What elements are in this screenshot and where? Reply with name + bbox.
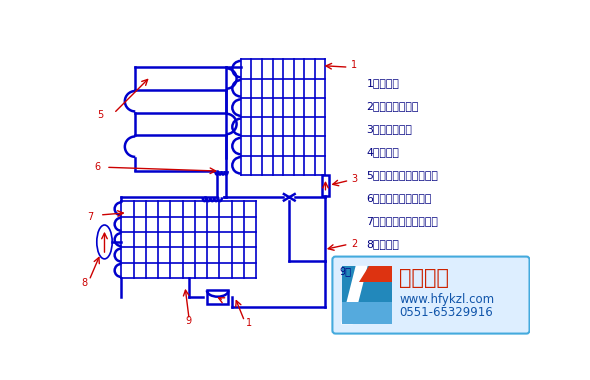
Text: 1、压缩机: 1、压缩机 [366, 78, 399, 87]
Bar [342, 266, 392, 325]
Bar [207, 290, 228, 304]
Text: 3: 3 [351, 174, 357, 184]
Text: 5: 5 [97, 110, 103, 120]
Text: 3、干燥过滤器: 3、干燥过滤器 [366, 124, 412, 134]
Text: 优凯冷柜: 优凯冷柜 [399, 268, 450, 288]
Bar [322, 175, 329, 196]
Text: 7: 7 [87, 212, 93, 222]
Text: 2: 2 [351, 239, 357, 249]
Text: www.hfykzl.com: www.hfykzl.com [399, 293, 494, 306]
Text: 8、电机扇: 8、电机扇 [366, 239, 399, 249]
Text: 8: 8 [81, 278, 87, 288]
Polygon shape [341, 266, 368, 325]
Polygon shape [359, 266, 392, 282]
Text: 9、: 9、 [339, 266, 351, 276]
Text: 4、冷凝器: 4、冷凝器 [366, 147, 399, 157]
Polygon shape [342, 302, 392, 325]
Text: 9: 9 [185, 316, 192, 326]
Text: 5、立冷式冷藏室蒸发器: 5、立冷式冷藏室蒸发器 [366, 170, 438, 180]
Text: 1: 1 [246, 318, 253, 328]
Text: 7、风冷式冷冻室蒸发器: 7、风冷式冷冻室蒸发器 [366, 216, 438, 226]
Text: 1: 1 [351, 60, 357, 70]
Text: 6: 6 [94, 162, 101, 172]
Text: 2、双稳态三通阀: 2、双稳态三通阀 [366, 101, 419, 111]
FancyBboxPatch shape [332, 256, 530, 334]
Text: 0551-65329916: 0551-65329916 [399, 306, 493, 318]
Text: 6、冷藏蒸发室三组管: 6、冷藏蒸发室三组管 [366, 193, 432, 203]
